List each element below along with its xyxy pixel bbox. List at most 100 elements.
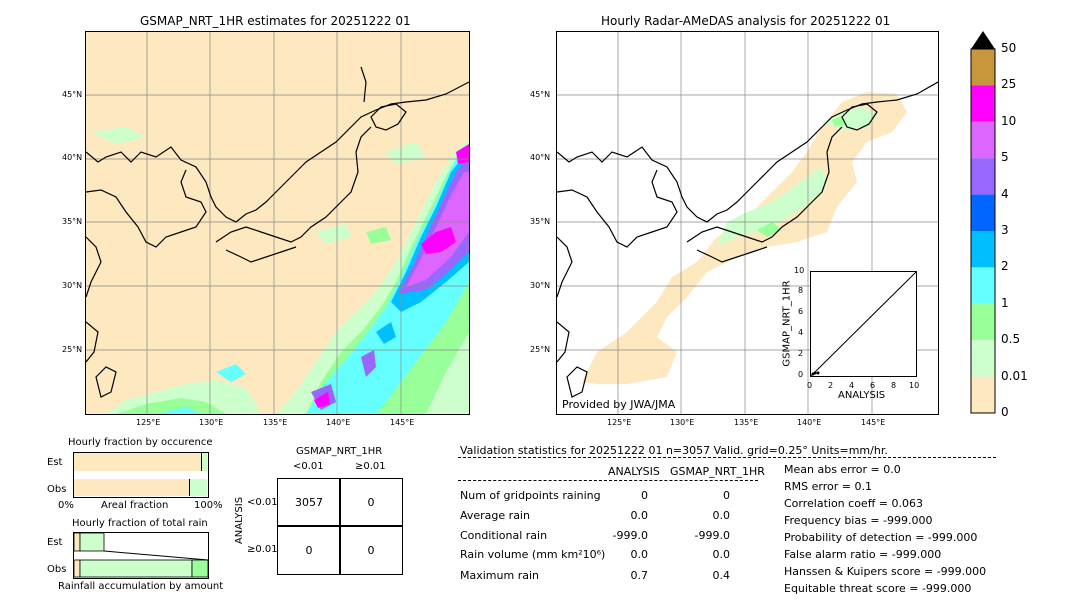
occurrence-est-rain	[202, 453, 207, 471]
colorbar-segment	[971, 376, 995, 413]
left-lat-30: 30°N	[62, 281, 83, 290]
contingency-cell-10: 0	[277, 525, 341, 575]
total-title: Hourly fraction of total rain	[72, 518, 208, 529]
inset-ylabel: GSMAP_NRT_1HR	[781, 280, 793, 367]
left-lon-125: 125°E	[136, 418, 161, 427]
validation-header-rule	[458, 457, 996, 458]
left-lon-130: 130°E	[199, 418, 224, 427]
colorbar-segment	[971, 340, 995, 377]
total-est-dry	[73, 532, 81, 552]
left-lon-135: 135°E	[263, 418, 288, 427]
right-lat-45: 45°N	[530, 90, 551, 99]
left-lat-40: 40°N	[62, 153, 83, 162]
contingency-title: GSMAP_NRT_1HR	[296, 446, 383, 457]
scatter-inset	[810, 271, 917, 377]
colorbar	[970, 31, 996, 414]
right-lat-25: 25°N	[530, 345, 551, 354]
score-far: False alarm ratio = -999.000	[784, 548, 942, 561]
total-row-est: Est	[47, 537, 63, 548]
occurrence-row-obs: Obs	[47, 484, 67, 495]
colorbar-tick-label: 0.01	[1001, 368, 1028, 383]
right-lat-35: 35°N	[530, 217, 551, 226]
inset-xtick-6: 6	[870, 381, 876, 390]
radar-credit: Provided by JWA/JMA	[562, 398, 676, 411]
validation-col-gsmap: GSMAP_NRT_1HR	[670, 465, 765, 478]
occurrence-title: Hourly fraction by occurence	[68, 437, 213, 448]
contingency-cell-11: 0	[339, 525, 403, 575]
occurrence-x-mid: Areal fraction	[101, 500, 169, 511]
scatter-point	[816, 371, 820, 375]
inset-xlabel: ANALYSIS	[838, 390, 886, 401]
left-lat-35: 35°N	[62, 217, 83, 226]
occurrence-axes	[73, 452, 209, 498]
inset-xtick-0: 0	[807, 381, 813, 390]
contingency-col-1: ≥0.01	[355, 461, 386, 472]
validation-col-rule	[458, 480, 758, 481]
colorbar-tick-label: 2	[1001, 259, 1009, 274]
occurrence-x-left: 0%	[58, 500, 74, 511]
validation-row-label: Maximum rain	[460, 569, 539, 582]
total-row-obs: Obs	[47, 564, 67, 575]
score-ets: Equitable threat score = -999.000	[784, 582, 972, 595]
colorbar-tick-label: 5	[1001, 150, 1009, 165]
colorbar-segment	[971, 49, 995, 86]
occurrence-obs-rain	[190, 479, 207, 496]
total-est-rain	[79, 532, 105, 552]
colorbar-segment	[971, 158, 995, 195]
right-map: Provided by JWA/JMA	[556, 31, 939, 415]
inset-ytick-0: 0	[798, 370, 804, 379]
total-svg	[73, 532, 209, 578]
inset-xtick-2: 2	[828, 381, 834, 390]
colorbar-tick-label: 10	[1001, 113, 1017, 128]
score-hk: Hanssen & Kuipers score = -999.000	[784, 565, 987, 578]
identity-line	[810, 271, 917, 377]
right-lon-135: 135°E	[734, 418, 759, 427]
left-lat-25: 25°N	[62, 345, 83, 354]
right-lon-130: 130°E	[670, 418, 695, 427]
left-lat-45: 45°N	[62, 90, 83, 99]
score-mae: Mean abs error = 0.0	[784, 463, 901, 476]
validation-row-label: Rain volume (mm km²10⁶)	[460, 548, 606, 561]
right-lon-145: 145°E	[861, 418, 886, 427]
colorbar-tick-label: 0.5	[1001, 332, 1021, 347]
left-coastlines	[86, 66, 469, 398]
colorbar-tick-label: 0	[1001, 405, 1009, 419]
validation-col-analysis: ANALYSIS	[608, 465, 660, 478]
validation-row-label: Conditional rain	[460, 529, 548, 542]
inset-xtick-4: 4	[849, 381, 855, 390]
validation-header: Validation statistics for 20251222 01 n=…	[460, 444, 888, 457]
right-lon-125: 125°E	[607, 418, 632, 427]
total-obs-light	[79, 559, 193, 578]
colorbar-extend-arrow	[971, 31, 995, 49]
inset-ytick-10: 10	[794, 266, 805, 275]
left-map-svg	[86, 32, 469, 414]
left-lon-140: 140°E	[326, 418, 351, 427]
colorbar-segment	[971, 85, 995, 122]
colorbar-segment	[971, 231, 995, 268]
validation-row-label: Num of gridpoints raining	[460, 489, 601, 502]
right-radar-coverage	[582, 92, 907, 384]
left-lon-145: 145°E	[390, 418, 415, 427]
validation-row-analysis: 0.0	[630, 548, 649, 561]
right-map-svg	[557, 32, 938, 414]
colorbar-tick-label: 25	[1001, 77, 1017, 92]
contingency-row-axis: ANALYSIS	[234, 496, 246, 545]
colorbar-segment	[971, 303, 995, 341]
validation-row-gsmap: 0.4	[712, 569, 731, 582]
right-map-title: Hourly Radar-AMeDAS analysis for 2025122…	[601, 14, 891, 28]
left-map-title: GSMAP_NRT_1HR estimates for 20251222 01	[140, 14, 411, 28]
validation-row-gsmap: 0.0	[712, 548, 731, 561]
score-corr: Correlation coeff = 0.063	[784, 497, 923, 510]
colorbar-segment	[971, 267, 995, 304]
inset-ytick-4: 4	[798, 328, 804, 337]
validation-row-analysis: 0.0	[630, 509, 649, 522]
inset-xtick-10: 10	[909, 381, 920, 390]
validation-row-analysis: 0	[641, 489, 648, 502]
occurrence-x-right: 100%	[194, 500, 223, 511]
total-obs-dry	[73, 559, 81, 578]
colorbar-segments	[971, 49, 995, 413]
contingency-row-0: <0.01	[247, 497, 278, 508]
score-bias: Frequency bias = -999.000	[784, 514, 933, 527]
left-rain-field	[91, 127, 469, 414]
right-lat-40: 40°N	[530, 153, 551, 162]
